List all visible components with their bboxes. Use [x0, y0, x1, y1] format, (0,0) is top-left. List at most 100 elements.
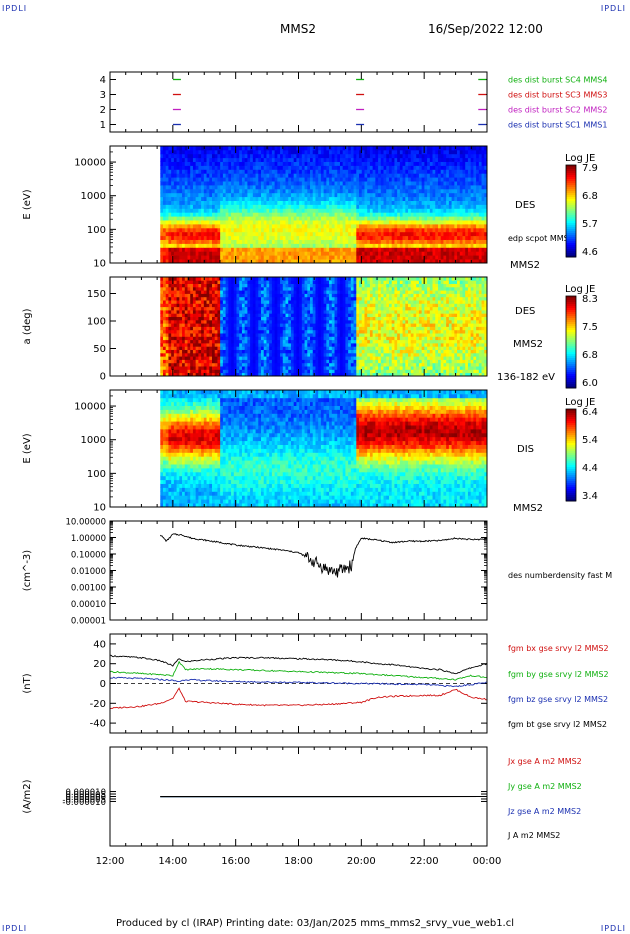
heatmap-cell — [478, 173, 482, 178]
heatmap-cell — [182, 255, 186, 260]
heatmap-cell — [432, 231, 436, 237]
heatmap-cell — [282, 165, 286, 170]
heatmap-cell — [209, 293, 213, 298]
heatmap-cell — [255, 165, 259, 170]
heatmap-cell — [239, 329, 243, 334]
heatmap-cell — [179, 306, 183, 311]
heatmap-cell — [182, 227, 186, 233]
heatmap-cell — [465, 227, 469, 233]
heatmap-cell — [231, 157, 235, 162]
heatmap-cell — [274, 157, 278, 162]
heatmap-cell — [315, 208, 319, 213]
heatmap-cell — [247, 161, 251, 166]
heatmap-cell — [307, 227, 311, 233]
heatmap-cell — [413, 177, 417, 182]
heatmap-cell — [378, 161, 382, 166]
heatmap-cell — [367, 212, 371, 217]
heatmap-cell — [165, 208, 169, 213]
heatmap-cell — [233, 227, 237, 233]
heatmap-cell — [457, 247, 461, 252]
heatmap-cell — [212, 362, 216, 367]
heatmap-cell — [481, 192, 485, 198]
heatmap-cell — [481, 251, 485, 256]
heatmap-cell — [247, 157, 251, 162]
heatmap-cell — [239, 319, 243, 324]
heatmap-cell — [386, 220, 390, 225]
heatmap-cell — [329, 220, 333, 225]
heatmap-cell — [378, 227, 382, 233]
heatmap-cell — [296, 224, 300, 229]
heatmap-cell — [478, 224, 482, 229]
heatmap-cell — [388, 146, 393, 151]
heatmap-cell — [326, 173, 330, 178]
heatmap-cell — [386, 255, 390, 260]
heatmap-cell — [258, 173, 262, 178]
heatmap-cell — [171, 188, 175, 194]
heatmap-cell — [421, 165, 425, 170]
heatmap-cell — [329, 204, 333, 209]
heatmap-cell — [443, 251, 447, 256]
heatmap-cell — [388, 220, 393, 225]
heatmap-cell — [239, 235, 243, 240]
heatmap-cell — [184, 343, 188, 347]
heatmap-cell — [165, 173, 169, 178]
heatmap-cell — [293, 255, 297, 260]
heatmap-cell — [459, 247, 463, 252]
heatmap-cell — [252, 277, 256, 281]
heatmap-cell — [190, 204, 194, 209]
heatmap-cell — [459, 188, 463, 194]
heatmap-cell — [263, 196, 267, 201]
heatmap-cell — [266, 247, 270, 252]
heatmap-cell — [247, 352, 251, 357]
heatmap-cell — [356, 181, 360, 186]
heatmap-cell — [399, 259, 403, 264]
heatmap-cell — [339, 251, 344, 256]
heatmap-cell — [255, 366, 259, 370]
heatmap-cell — [222, 204, 227, 209]
heatmap-cell — [160, 283, 164, 288]
heatmap-cell — [225, 153, 229, 159]
heatmap-cell — [182, 283, 186, 288]
heatmap-cell — [293, 231, 297, 237]
heatmap-cell — [320, 243, 325, 248]
heatmap-cell — [408, 227, 412, 233]
heatmap-cell — [228, 243, 232, 248]
heatmap-cell — [296, 231, 300, 237]
heatmap-cell — [285, 146, 289, 151]
heatmap-cell — [214, 343, 218, 347]
heatmap-cell — [350, 259, 354, 264]
heatmap-cell — [383, 224, 387, 229]
heatmap-cell — [427, 259, 431, 264]
heatmap-cell — [350, 251, 354, 256]
heatmap-cell — [179, 169, 183, 174]
heatmap-cell — [176, 259, 180, 264]
heatmap-cell — [432, 181, 436, 186]
heatmap-cell — [192, 283, 197, 288]
heatmap-cell — [386, 173, 390, 178]
heatmap-cell — [459, 216, 463, 221]
heatmap-cell — [323, 153, 327, 159]
heatmap-cell — [212, 259, 216, 264]
heatmap-cell — [402, 149, 406, 155]
heatmap-cell — [184, 319, 188, 324]
heatmap-cell — [160, 310, 164, 314]
heatmap-cell — [356, 259, 360, 264]
heatmap-cell — [225, 293, 229, 298]
heatmap-cell — [252, 185, 256, 190]
heatmap-cell — [348, 247, 352, 252]
heatmap-cell — [162, 356, 167, 360]
heatmap-cell — [334, 220, 338, 225]
heatmap-cell — [375, 185, 379, 190]
heatmap-cell — [429, 204, 433, 209]
heatmap-cell — [198, 333, 202, 337]
heatmap-cell — [369, 192, 374, 198]
heatmap-cell — [176, 247, 180, 252]
heatmap-cell — [320, 231, 325, 237]
heatmap-cell — [364, 192, 368, 198]
heatmap-cell — [397, 181, 401, 186]
heatmap-cell — [277, 153, 281, 159]
heatmap-cell — [274, 231, 278, 237]
heatmap-cell — [337, 212, 341, 217]
heatmap-cell — [405, 157, 409, 162]
heatmap-cell — [372, 239, 376, 244]
